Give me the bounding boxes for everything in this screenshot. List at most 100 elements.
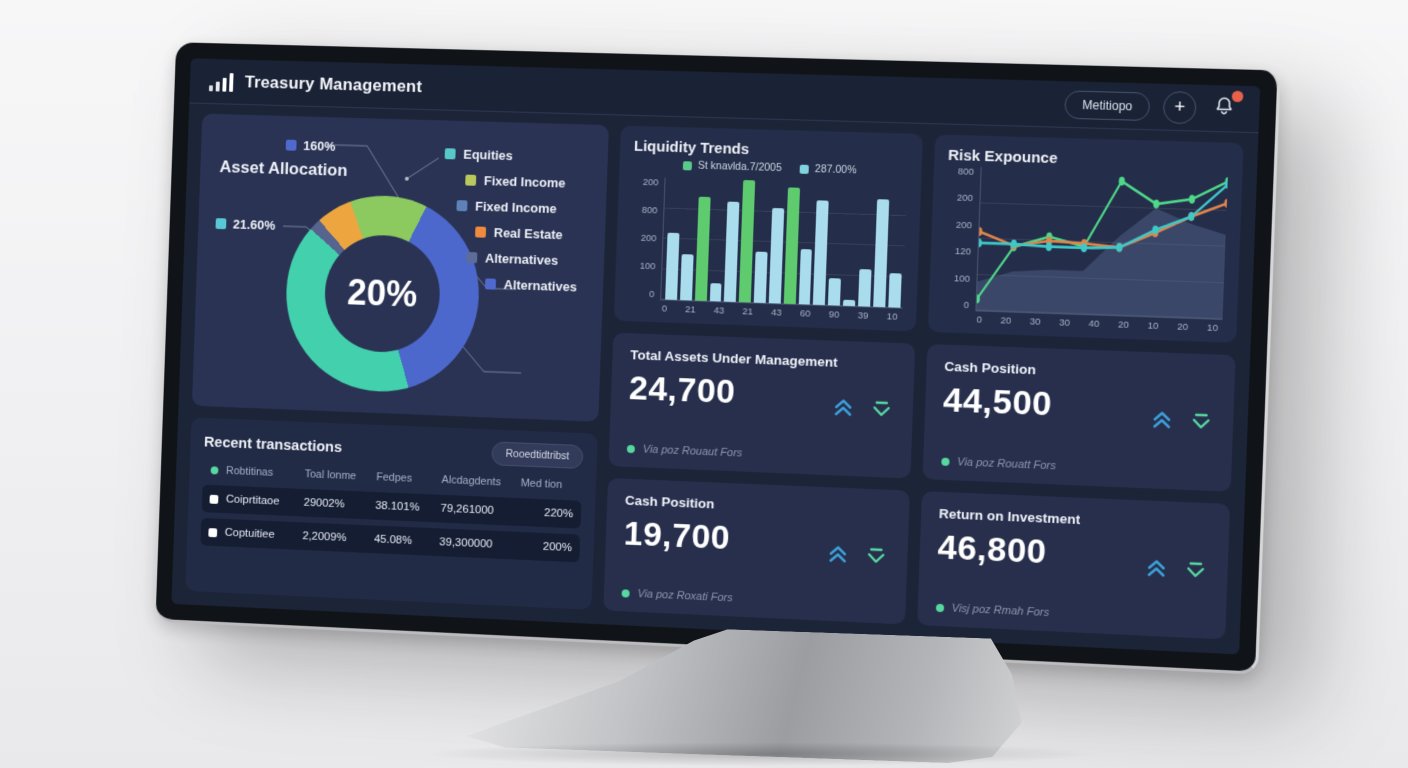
axis-label: 30 [1058, 317, 1071, 329]
legend-swatch [682, 160, 693, 170]
liquidity-plot: 200 800 200 100 0 [628, 177, 907, 309]
transactions-panel: Recent transactions Rooedtidtribst Robti… [185, 417, 598, 610]
liquidity-bars [665, 178, 904, 308]
axis-label: 200 [642, 176, 659, 189]
trend-up-icon [1145, 557, 1168, 580]
status-dot [935, 603, 944, 613]
axis-label: 40 [1088, 318, 1100, 330]
column-header: Alcdagdents [441, 474, 502, 489]
bar [738, 180, 756, 303]
kpi-note-text: Via poz Roxati Fors [637, 588, 733, 605]
menu-button[interactable]: Metitiopo [1064, 89, 1151, 121]
trend-down-icon [1184, 559, 1208, 582]
risk-area [975, 202, 1227, 319]
legend-label: Alternatives [484, 250, 559, 268]
table-cell: 39,300000 [439, 536, 493, 551]
table-cell: 200% [542, 540, 573, 555]
axis-label: 0 [976, 314, 983, 326]
legend-swatch [799, 164, 809, 174]
kpi-title: Total Assets Under Management [630, 347, 838, 370]
legend-swatch [456, 200, 468, 212]
notifications-button[interactable] [1209, 90, 1244, 124]
kpi-card-cash-position-2: Cash Position 19,700 [603, 477, 910, 625]
brand: Treasury Management [208, 71, 423, 96]
axis-label: 90 [828, 309, 840, 321]
axis-label: 200 [640, 232, 657, 245]
row-checkbox[interactable] [209, 494, 219, 504]
row-checkbox[interactable] [208, 527, 218, 537]
table-cell: Coptuitiee [208, 526, 297, 542]
axis-label: 30 [1029, 316, 1041, 328]
column-header: Toal lonme [304, 468, 357, 483]
asset-allocation-title: Asset Allocation [219, 157, 348, 180]
legend-item: Fixed Income [465, 173, 581, 191]
status-dot [621, 589, 630, 598]
bar [709, 282, 722, 302]
column-header: Med tion [520, 477, 563, 492]
legend-item: St knavlda.7/2005 [682, 159, 782, 175]
callout-left-swatch [215, 218, 227, 230]
axis-label: 120 [954, 246, 972, 258]
axis-label: 43 [770, 307, 782, 319]
liquidity-trends-panel: Liquidity Trends St knavlda.7/2005 287.00… [613, 125, 923, 332]
add-button[interactable]: + [1162, 90, 1197, 124]
bar [828, 278, 842, 306]
legend-swatch [475, 226, 487, 238]
axis-label: 800 [641, 204, 658, 217]
bar [665, 232, 680, 300]
transactions-title: Recent transactions [203, 433, 343, 456]
monitor: Treasury Management Metitiopo + [155, 42, 1281, 675]
data-point [1223, 198, 1228, 208]
axis-label: 100 [953, 272, 971, 285]
kpi-card-cash-position-1: Cash Position 44,500 [921, 343, 1236, 492]
kpi-note-text: Visj poz Rmah Fors [951, 602, 1050, 620]
column-header: Fedpes [376, 471, 413, 485]
right-column: Liquidity Trends St knavlda.7/2005 287.00… [603, 125, 1244, 640]
legend-swatch [465, 174, 477, 186]
legend-label: St knavlda.7/2005 [697, 159, 782, 175]
legend-label: Real Estate [493, 225, 563, 243]
data-point [975, 227, 982, 237]
axis-label: 0 [648, 289, 655, 301]
kpi-card-total-assets: Total Assets Under Management 24,700 [608, 332, 915, 478]
legend-item: Alternatives [484, 276, 578, 295]
donut-callout-left: 21.60% [215, 216, 276, 233]
column-header: Robtitinas [210, 464, 299, 479]
axis-label: 0 [963, 299, 970, 312]
charts-row: Liquidity Trends St knavlda.7/2005 287.00… [613, 125, 1244, 343]
axis-label: 200 [955, 219, 973, 232]
legend-label: Equities [463, 146, 514, 164]
data-point [1152, 199, 1159, 209]
callout-top-swatch [285, 139, 297, 151]
status-dot [626, 444, 636, 453]
bar [872, 198, 889, 308]
legend-label: Alternatives [503, 277, 578, 295]
axis-label: 21 [684, 304, 696, 316]
table-cell: Coiprtitaoe [209, 493, 298, 509]
donut-center-value: 20% [346, 271, 419, 315]
trend-up-icon [826, 543, 849, 566]
bar [694, 196, 711, 301]
kpi-title: Cash Position [624, 492, 715, 511]
status-dot [210, 466, 219, 475]
risk-y-axis: 800 200 200 120 100 0 [942, 166, 974, 311]
table-cell: 45.08% [373, 533, 413, 547]
bar [768, 207, 784, 304]
legend-label: Fixed Income [483, 173, 566, 191]
dashboard-screen: Treasury Management Metitiopo + [171, 58, 1261, 655]
axis-label: 10 [1147, 320, 1159, 333]
axis-label: 800 [957, 166, 975, 178]
bar-chart-logo-icon [208, 71, 234, 92]
trend-down-icon [1189, 411, 1213, 434]
kpi-note-text: Via poz Rouaut Fors [642, 443, 743, 460]
liquidity-y-axis: 200 800 200 100 0 [628, 177, 658, 300]
legend-item: Fixed Income [456, 198, 580, 217]
table-cell: 38.101% [375, 499, 420, 514]
legend-item: Alternatives [466, 250, 578, 269]
transactions-filter-button[interactable]: Rooedtidtribst [491, 441, 584, 469]
callout-left-label: 21.60% [232, 216, 276, 233]
axis-label: 10 [886, 311, 898, 323]
risk-plot: 800 200 200 120 100 0 [942, 166, 1228, 320]
liquidity-plot-area [660, 177, 907, 309]
